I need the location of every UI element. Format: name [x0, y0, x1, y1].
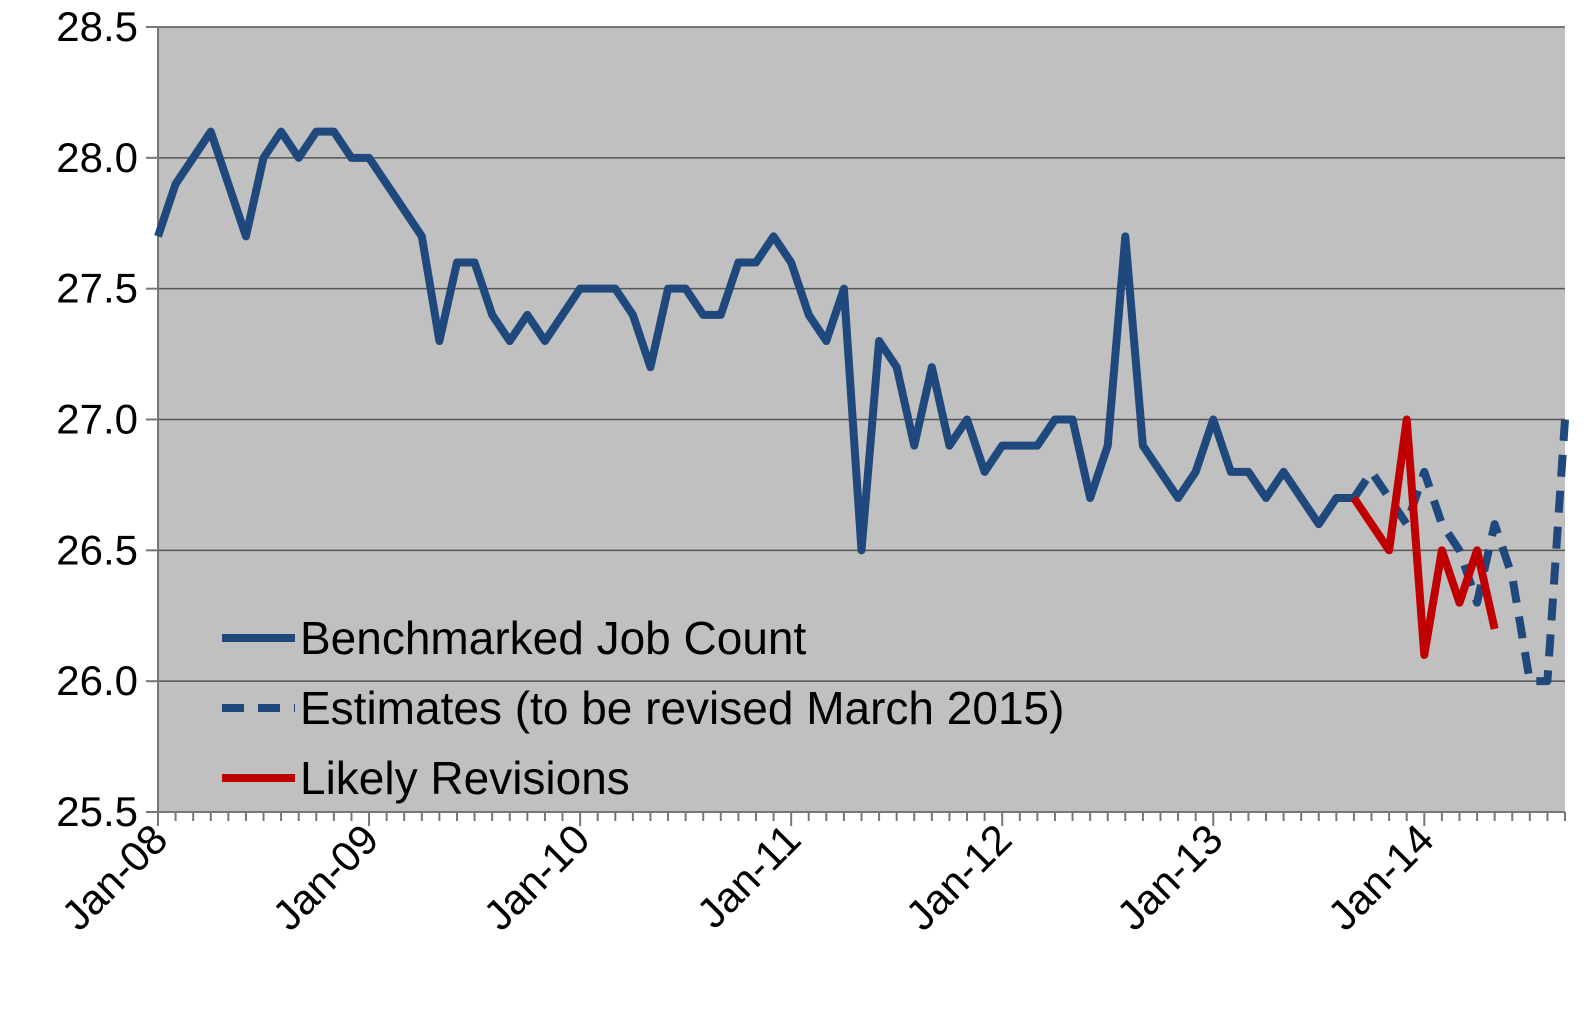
series-line	[1350, 415, 1499, 659]
x-tick-label: Jan-09	[263, 815, 387, 939]
y-tick-label: 28.0	[56, 134, 138, 181]
y-tick-label: 27.5	[56, 265, 138, 312]
legend-label: Likely Revisions	[300, 752, 630, 804]
x-tick-label: Jan-13	[1108, 815, 1232, 939]
x-tick-label: Jan-11	[688, 815, 810, 937]
x-tick-label: Jan-12	[897, 815, 1021, 939]
legend-label: Estimates (to be revised March 2015)	[300, 682, 1064, 734]
series-line	[154, 127, 1354, 555]
x-tick-label: Jan-10	[474, 815, 598, 939]
y-tick-label: 26.0	[56, 657, 138, 704]
x-tick-label: Jan-14	[1319, 815, 1443, 939]
y-tick-label: 28.5	[56, 3, 138, 50]
legend-label: Benchmarked Job Count	[300, 612, 807, 664]
y-tick-label: 27.0	[56, 396, 138, 443]
y-tick-label: 25.5	[56, 788, 138, 835]
y-tick-label: 26.5	[56, 526, 138, 573]
series-line	[1350, 419, 1569, 686]
